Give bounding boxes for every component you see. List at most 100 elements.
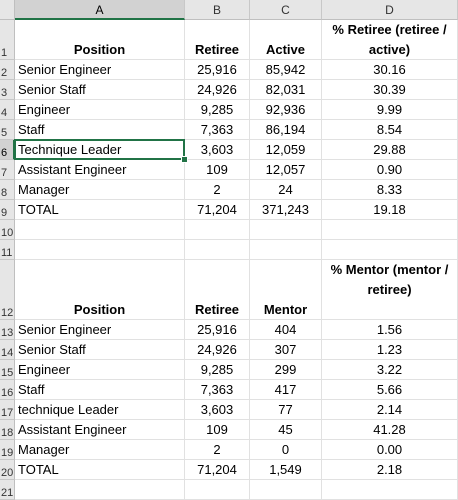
cell-d16[interactable]: 5.66 <box>322 380 458 400</box>
cell-b6[interactable]: 3,603 <box>185 140 250 160</box>
cell-b21[interactable] <box>185 480 250 500</box>
cell-b5[interactable]: 7,363 <box>185 120 250 140</box>
cell-c18[interactable]: 45 <box>250 420 322 440</box>
cell-a15[interactable]: Engineer <box>15 360 185 380</box>
cell-a11[interactable] <box>15 240 185 260</box>
row-header-5[interactable]: 5 <box>0 120 15 140</box>
row-header-10[interactable]: 10 <box>0 220 15 240</box>
cell-c21[interactable] <box>250 480 322 500</box>
cell-d21[interactable] <box>322 480 458 500</box>
cell-a9[interactable]: TOTAL <box>15 200 185 220</box>
cell-b7[interactable]: 109 <box>185 160 250 180</box>
cell-a21[interactable] <box>15 480 185 500</box>
row-header-16[interactable]: 16 <box>0 380 15 400</box>
cell-d11[interactable] <box>322 240 458 260</box>
cell-c19[interactable]: 0 <box>250 440 322 460</box>
cell-d3[interactable]: 30.39 <box>322 80 458 100</box>
cell-a1[interactable]: Position <box>15 20 185 60</box>
cell-b8[interactable]: 2 <box>185 180 250 200</box>
cell-b9[interactable]: 71,204 <box>185 200 250 220</box>
cell-b1[interactable]: Retiree <box>185 20 250 60</box>
cell-d6[interactable]: 29.88 <box>322 140 458 160</box>
cell-d15[interactable]: 3.22 <box>322 360 458 380</box>
cell-b13[interactable]: 25,916 <box>185 320 250 340</box>
cell-c11[interactable] <box>250 240 322 260</box>
cell-c9[interactable]: 371,243 <box>250 200 322 220</box>
cell-a18[interactable]: Assistant Engineer <box>15 420 185 440</box>
cell-b14[interactable]: 24,926 <box>185 340 250 360</box>
row-header-9[interactable]: 9 <box>0 200 15 220</box>
row-header-13[interactable]: 13 <box>0 320 15 340</box>
cell-d1[interactable]: % Retiree (retiree / active) <box>322 20 458 60</box>
row-header-3[interactable]: 3 <box>0 80 15 100</box>
row-header-8[interactable]: 8 <box>0 180 15 200</box>
row-header-1[interactable]: 1 <box>0 20 15 60</box>
column-header-a[interactable]: A <box>15 0 185 20</box>
cell-d9[interactable]: 19.18 <box>322 200 458 220</box>
cell-d4[interactable]: 9.99 <box>322 100 458 120</box>
cell-a2[interactable]: Senior Engineer <box>15 60 185 80</box>
cell-d17[interactable]: 2.14 <box>322 400 458 420</box>
row-header-12[interactable]: 12 <box>0 260 15 320</box>
column-header-d[interactable]: D <box>322 0 458 20</box>
cell-b18[interactable]: 109 <box>185 420 250 440</box>
cell-c8[interactable]: 24 <box>250 180 322 200</box>
row-header-2[interactable]: 2 <box>0 60 15 80</box>
cell-d12[interactable]: % Mentor (mentor / retiree) <box>322 260 458 320</box>
cell-a7[interactable]: Assistant Engineer <box>15 160 185 180</box>
cell-d10[interactable] <box>322 220 458 240</box>
row-header-17[interactable]: 17 <box>0 400 15 420</box>
cell-a3[interactable]: Senior Staff <box>15 80 185 100</box>
cell-d8[interactable]: 8.33 <box>322 180 458 200</box>
cell-b11[interactable] <box>185 240 250 260</box>
cell-a14[interactable]: Senior Staff <box>15 340 185 360</box>
cell-d5[interactable]: 8.54 <box>322 120 458 140</box>
row-header-11[interactable]: 11 <box>0 240 15 260</box>
cell-a16[interactable]: Staff <box>15 380 185 400</box>
cell-c15[interactable]: 299 <box>250 360 322 380</box>
cell-a20[interactable]: TOTAL <box>15 460 185 480</box>
cell-b19[interactable]: 2 <box>185 440 250 460</box>
row-header-15[interactable]: 15 <box>0 360 15 380</box>
row-header-4[interactable]: 4 <box>0 100 15 120</box>
cell-c14[interactable]: 307 <box>250 340 322 360</box>
cell-a4[interactable]: Engineer <box>15 100 185 120</box>
cell-c5[interactable]: 86,194 <box>250 120 322 140</box>
row-header-19[interactable]: 19 <box>0 440 15 460</box>
cell-a10[interactable] <box>15 220 185 240</box>
cell-a17[interactable]: technique Leader <box>15 400 185 420</box>
cell-c4[interactable]: 92,936 <box>250 100 322 120</box>
cell-d13[interactable]: 1.56 <box>322 320 458 340</box>
cell-c12[interactable]: Mentor <box>250 260 322 320</box>
cell-d14[interactable]: 1.23 <box>322 340 458 360</box>
column-header-c[interactable]: C <box>250 0 322 20</box>
cell-b4[interactable]: 9,285 <box>185 100 250 120</box>
cell-c20[interactable]: 1,549 <box>250 460 322 480</box>
cell-d7[interactable]: 0.90 <box>322 160 458 180</box>
cell-b12[interactable]: Retiree <box>185 260 250 320</box>
cell-b10[interactable] <box>185 220 250 240</box>
fill-handle[interactable] <box>181 156 188 163</box>
row-header-7[interactable]: 7 <box>0 160 15 180</box>
cell-c2[interactable]: 85,942 <box>250 60 322 80</box>
row-header-20[interactable]: 20 <box>0 460 15 480</box>
row-header-14[interactable]: 14 <box>0 340 15 360</box>
cell-a8[interactable]: Manager <box>15 180 185 200</box>
cell-c13[interactable]: 404 <box>250 320 322 340</box>
cell-c1[interactable]: Active <box>250 20 322 60</box>
select-all-corner[interactable] <box>0 0 15 20</box>
cell-c16[interactable]: 417 <box>250 380 322 400</box>
row-header-18[interactable]: 18 <box>0 420 15 440</box>
cell-c10[interactable] <box>250 220 322 240</box>
cell-b15[interactable]: 9,285 <box>185 360 250 380</box>
row-header-21[interactable]: 21 <box>0 480 15 500</box>
cell-c17[interactable]: 77 <box>250 400 322 420</box>
cell-c7[interactable]: 12,057 <box>250 160 322 180</box>
cell-b17[interactable]: 3,603 <box>185 400 250 420</box>
cell-a19[interactable]: Manager <box>15 440 185 460</box>
cell-a12[interactable]: Position <box>15 260 185 320</box>
row-header-6[interactable]: 6 <box>0 140 15 160</box>
cell-b16[interactable]: 7,363 <box>185 380 250 400</box>
column-header-b[interactable]: B <box>185 0 250 20</box>
cell-b3[interactable]: 24,926 <box>185 80 250 100</box>
